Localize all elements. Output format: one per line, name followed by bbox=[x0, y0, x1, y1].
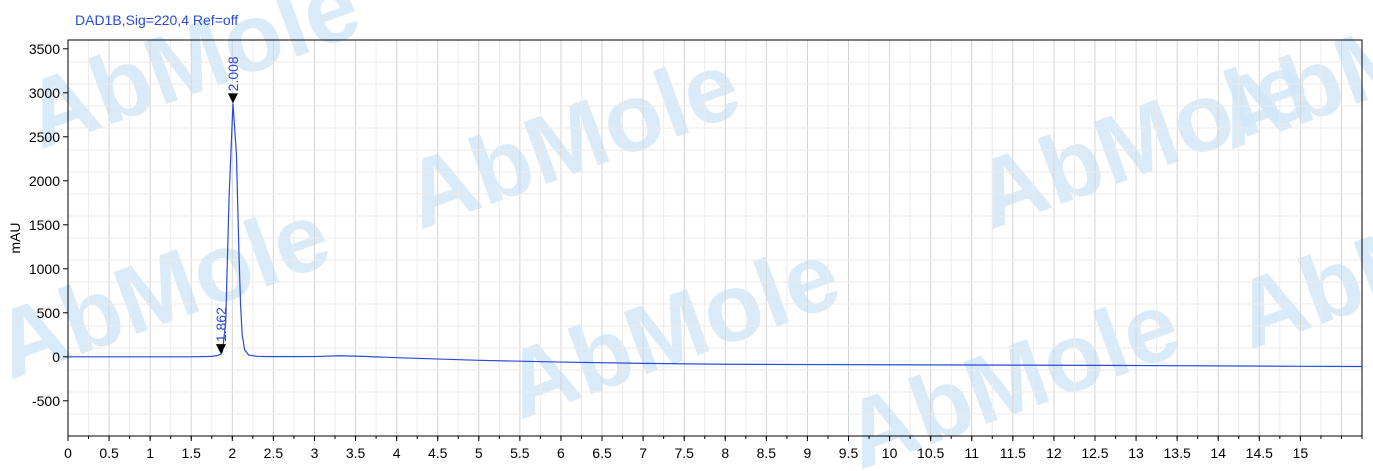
x-tick-label: 10.5 bbox=[917, 445, 944, 461]
x-tick-label: 8 bbox=[721, 445, 729, 461]
x-tick-label: 9.5 bbox=[839, 445, 859, 461]
watermark-text: AbMole bbox=[831, 271, 1193, 471]
y-tick-label: -500 bbox=[32, 393, 60, 409]
series-line bbox=[68, 103, 1363, 368]
x-tick-label: 12 bbox=[1046, 445, 1062, 461]
y-tick-label: 3000 bbox=[29, 85, 60, 101]
y-tick-label: 1500 bbox=[29, 217, 60, 233]
x-tick-label: 13.5 bbox=[1164, 445, 1191, 461]
x-tick-label: 8.5 bbox=[757, 445, 777, 461]
x-tick-label: 5.5 bbox=[510, 445, 530, 461]
x-tick-label: 10 bbox=[882, 445, 898, 461]
watermark-text: AbMole bbox=[491, 221, 853, 440]
x-tick-label: 0.5 bbox=[99, 445, 119, 461]
y-axis: -500 0 500 1000 1500 2000 2500 3000 3500 bbox=[29, 41, 68, 409]
x-axis: 0 0.5 1 1.5 2 2.5 3 3.5 4 4.5 5 5.5 6 6.5 7 7.5 8 8.5 9 9.5… bbox=[64, 436, 1363, 461]
x-tick-label: 5 bbox=[475, 445, 483, 461]
x-tick-label: 7 bbox=[639, 445, 647, 461]
peak-label: 1.862 bbox=[213, 307, 229, 342]
peak-label: 2.008 bbox=[225, 56, 241, 91]
x-tick-label: 2 bbox=[228, 445, 236, 461]
y-tick-label: 2000 bbox=[29, 173, 60, 189]
x-tick-label: 14.5 bbox=[1246, 445, 1273, 461]
y-tick-label: 2500 bbox=[29, 129, 60, 145]
y-axis-label: mAU bbox=[7, 222, 23, 253]
watermark-text: AbMole bbox=[0, 181, 343, 400]
x-tick-label: 11.5 bbox=[1000, 445, 1026, 461]
watermark-text: AbMole bbox=[391, 31, 753, 250]
x-tick-label: 6.5 bbox=[592, 445, 612, 461]
x-tick-label: 11 bbox=[964, 445, 979, 461]
x-tick-label: 6 bbox=[557, 445, 565, 461]
y-tick-label: 500 bbox=[37, 305, 61, 321]
x-tick-label: 15 bbox=[1293, 445, 1309, 461]
x-tick-label: 2.5 bbox=[264, 445, 284, 461]
x-tick-label: 7.5 bbox=[674, 445, 694, 461]
peak-marker bbox=[215, 344, 226, 355]
x-tick-label: 9 bbox=[804, 445, 812, 461]
y-tick-label: 0 bbox=[52, 349, 60, 365]
x-tick-label: 3 bbox=[311, 445, 319, 461]
x-tick-label: 3.5 bbox=[346, 445, 366, 461]
x-tick-label: 0 bbox=[64, 445, 72, 461]
x-tick-label: 12.5 bbox=[1081, 445, 1108, 461]
plot-frame bbox=[67, 39, 1363, 437]
x-tick-label: 4.5 bbox=[428, 445, 448, 461]
y-tick-label: 1000 bbox=[29, 261, 60, 277]
y-tick-label: 3500 bbox=[29, 41, 60, 57]
peak-annotations: 1.862 2.008 bbox=[213, 56, 241, 355]
x-tick-label: 14 bbox=[1210, 445, 1226, 461]
x-tick-label: 4 bbox=[393, 445, 401, 461]
peak-marker bbox=[227, 93, 238, 104]
x-tick-label: 1.5 bbox=[182, 445, 202, 461]
chart-title: DAD1B,Sig=220,4 Ref=off bbox=[75, 12, 238, 28]
x-tick-label: 13 bbox=[1128, 445, 1144, 461]
x-tick-label: 1 bbox=[146, 445, 154, 461]
